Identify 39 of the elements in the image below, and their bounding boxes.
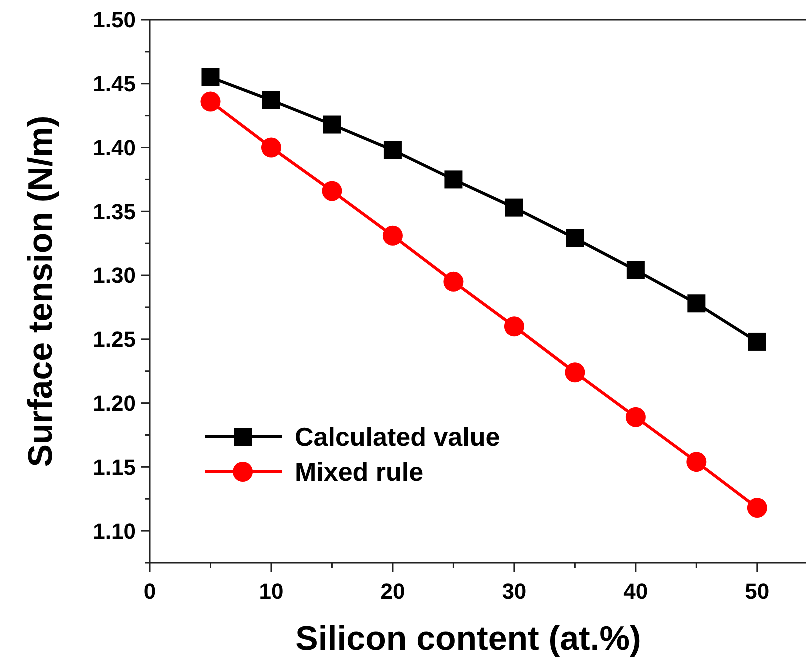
text: 1.30 bbox=[93, 263, 136, 288]
y-tick-label: 1.45 bbox=[93, 72, 136, 97]
text: 1.20 bbox=[93, 390, 136, 416]
x-tick-label: 50 bbox=[745, 579, 770, 604]
point bbox=[688, 294, 706, 313]
point bbox=[626, 407, 646, 428]
text: 1.10 bbox=[93, 518, 136, 544]
point bbox=[504, 316, 524, 337]
text: 1.50 bbox=[93, 8, 136, 33]
point bbox=[322, 181, 342, 202]
point bbox=[444, 272, 464, 292]
point bbox=[626, 261, 645, 280]
x-tick-label: 40 bbox=[624, 579, 648, 604]
x-tick-label: 0 bbox=[144, 579, 156, 604]
point bbox=[262, 91, 280, 110]
point bbox=[747, 498, 768, 518]
x-axis-title: Silicon content (at.%) bbox=[296, 620, 642, 658]
legend-label: Calculated value bbox=[295, 422, 500, 452]
point bbox=[566, 229, 584, 248]
point bbox=[565, 362, 586, 383]
point bbox=[200, 92, 221, 112]
point bbox=[261, 138, 282, 158]
point bbox=[384, 141, 402, 160]
y-tick-label: 1.25 bbox=[93, 327, 136, 352]
y-axis-title: Surface tension (N/m) bbox=[22, 116, 60, 468]
point bbox=[505, 198, 524, 217]
y-tick-label: 1.15 bbox=[93, 454, 136, 480]
x-tick-label: 30 bbox=[502, 579, 527, 604]
point bbox=[444, 170, 463, 189]
x-tick-label: 10 bbox=[259, 579, 284, 604]
legend-label: Mixed rule bbox=[295, 457, 424, 488]
y-tick-label: 1.35 bbox=[93, 199, 136, 224]
text: 1.40 bbox=[93, 135, 136, 160]
point bbox=[686, 452, 707, 472]
point bbox=[202, 68, 220, 86]
x-tick-label: 20 bbox=[380, 579, 406, 604]
point bbox=[748, 332, 766, 351]
point bbox=[323, 116, 342, 134]
point bbox=[382, 226, 403, 246]
